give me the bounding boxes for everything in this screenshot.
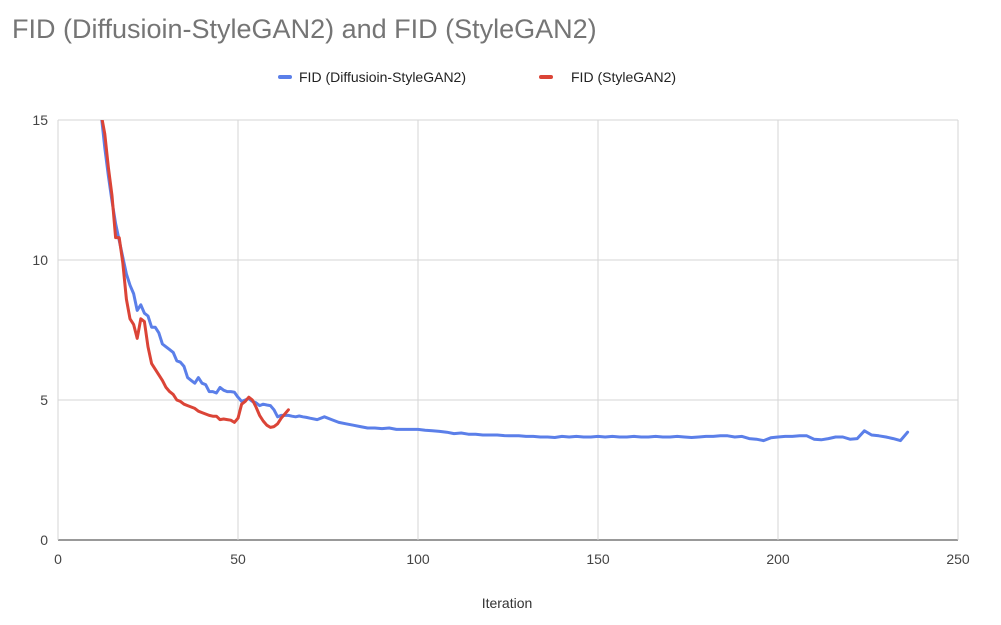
x-tick-label-50: 50	[230, 551, 246, 567]
y-tick-label-10: 10	[32, 252, 48, 268]
x-tick-label-250: 250	[946, 551, 970, 567]
x-tick-label-0: 0	[54, 551, 62, 567]
x-tick-label-150: 150	[586, 551, 610, 567]
y-tick-label-0: 0	[40, 532, 48, 548]
y-tick-label-5: 5	[40, 392, 48, 408]
x-tick-label-200: 200	[766, 551, 790, 567]
legend-label-diffusion: FID (Diffusioin-StyleGAN2)	[299, 69, 466, 85]
grid	[57, 119, 959, 541]
legend-item-diffusion[interactable]: FID (Diffusioin-StyleGAN2)	[278, 69, 466, 85]
legend-swatch-stylegan2	[539, 75, 553, 79]
y-tick-label-15: 15	[32, 112, 48, 128]
chart-title: FID (Diffusioin-StyleGAN2) and FID (Styl…	[12, 14, 597, 44]
x-tick-label-100: 100	[406, 551, 430, 567]
series-line-diffusion-stylegan2	[100, 120, 910, 443]
series-line-stylegan2	[100, 120, 290, 429]
x-axis-title: Iteration	[482, 595, 533, 611]
legend: FID (Diffusioin-StyleGAN2) FID (StyleGAN…	[278, 69, 676, 85]
legend-label-stylegan2: FID (StyleGAN2)	[571, 69, 676, 85]
legend-item-stylegan2[interactable]: FID (StyleGAN2)	[539, 69, 676, 85]
series-lines	[100, 120, 910, 443]
legend-swatch-diffusion	[278, 75, 292, 79]
